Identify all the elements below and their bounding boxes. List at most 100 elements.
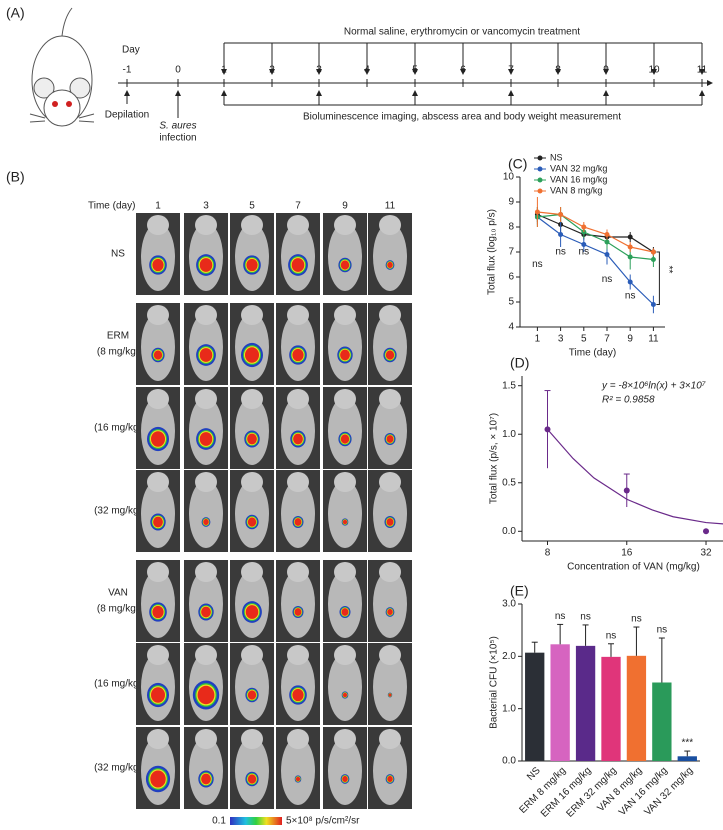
point	[604, 252, 610, 257]
mouse-body	[189, 480, 223, 548]
point	[627, 279, 633, 285]
signal	[247, 433, 257, 445]
mouse-head	[195, 472, 217, 492]
mouse-head	[379, 389, 401, 409]
x-tick-label: 11	[648, 334, 659, 345]
mouse-head	[379, 472, 401, 492]
equation: y = -8×10⁶ln(x) + 3×10⁷	[601, 381, 706, 392]
mouse-body	[373, 570, 407, 638]
x-axis-title: Time (day)	[569, 348, 616, 359]
legend-marker	[537, 166, 543, 172]
signal	[247, 690, 257, 700]
legend-label: VAN 8 mg/kg	[550, 185, 602, 195]
mouse-body	[281, 570, 315, 638]
mouse-body	[281, 737, 315, 805]
legend-label: NS	[550, 152, 563, 162]
y-tick-label: 3.0	[502, 599, 516, 610]
legend-label: VAN 32 mg/kg	[550, 163, 607, 173]
day-label: -1	[123, 65, 132, 76]
y-tick-label: 0.5	[502, 477, 516, 488]
mouse-body	[328, 397, 362, 465]
point	[627, 244, 633, 250]
mouse-body	[373, 480, 407, 548]
y-tick-label: 10	[503, 172, 515, 183]
y-tick-label: 8	[508, 222, 514, 233]
signal	[385, 350, 395, 360]
y-axis-title: Bacterial CFU (×10⁵)	[489, 636, 500, 729]
x-tick-label: 9	[627, 334, 633, 345]
column-label: 1	[155, 201, 161, 212]
signal	[199, 258, 213, 272]
mouse-head	[287, 729, 309, 749]
legend-label: VAN 16 mg/kg	[550, 174, 607, 184]
mouse-head	[334, 305, 356, 325]
mouse-body	[328, 480, 362, 548]
annotation: ns	[579, 247, 590, 258]
mouse-head	[195, 389, 217, 409]
significance: ns	[580, 612, 591, 623]
signal	[292, 688, 304, 702]
signal	[291, 258, 305, 272]
y-tick-label: 5	[508, 297, 514, 308]
day-label: 0	[175, 65, 181, 76]
point	[581, 242, 587, 247]
row-label: (32 mg/kg)	[94, 763, 142, 774]
point	[650, 249, 656, 255]
mouse-head	[334, 645, 356, 665]
mouse-head	[147, 389, 169, 409]
y-tick-label: 0.0	[502, 526, 516, 537]
signal	[294, 608, 302, 616]
point	[627, 254, 633, 260]
legend-marker	[537, 177, 543, 183]
day-title: Day	[122, 45, 140, 56]
point	[604, 239, 610, 245]
x-tick-label: 8	[545, 548, 551, 559]
mouse-head	[287, 562, 309, 582]
signal	[152, 258, 164, 272]
mouse-head	[241, 472, 263, 492]
x-tick-label: 1	[535, 334, 541, 345]
y-tick-label: 1.5	[502, 380, 516, 391]
point	[650, 302, 656, 307]
annotation: ns	[602, 274, 613, 285]
mouse-cartoon	[29, 7, 95, 127]
row-label: NS	[111, 249, 125, 260]
mouse-head	[334, 215, 356, 235]
point	[650, 257, 656, 262]
point	[703, 528, 710, 535]
signal	[292, 348, 304, 362]
panel-label: (D)	[510, 355, 529, 371]
column-label: 9	[342, 201, 348, 212]
point	[544, 426, 551, 433]
color-bar	[230, 817, 282, 825]
mouse-head	[379, 305, 401, 325]
mouse-head	[379, 729, 401, 749]
x-axis-title: Concentration of VAN (mg/kg)	[567, 562, 700, 573]
x-tick-label: 3	[558, 334, 564, 345]
x-tick-label: 5	[581, 334, 587, 345]
mouse-body	[328, 737, 362, 805]
row-label: (16 mg/kg)	[94, 679, 142, 690]
signal	[342, 692, 348, 698]
y-tick-label: 1.0	[502, 703, 516, 714]
point	[581, 224, 587, 230]
significance: ns	[606, 630, 617, 641]
significance: ns	[555, 611, 566, 622]
annotation: **	[663, 266, 674, 274]
annotation: ns	[625, 290, 636, 301]
point	[558, 232, 564, 237]
panel-label: (A)	[6, 5, 25, 21]
panel-label: (B)	[6, 169, 25, 185]
signal	[201, 773, 211, 785]
y-tick-label: 7	[508, 247, 514, 258]
mouse-body	[373, 223, 407, 291]
bar	[525, 652, 545, 761]
mouse-head	[195, 215, 217, 235]
point	[534, 209, 540, 215]
y-tick-label: 9	[508, 197, 514, 208]
depilation-text: Depilation	[105, 110, 149, 121]
signal	[388, 693, 392, 697]
mouse-head	[195, 645, 217, 665]
bar	[652, 682, 672, 761]
